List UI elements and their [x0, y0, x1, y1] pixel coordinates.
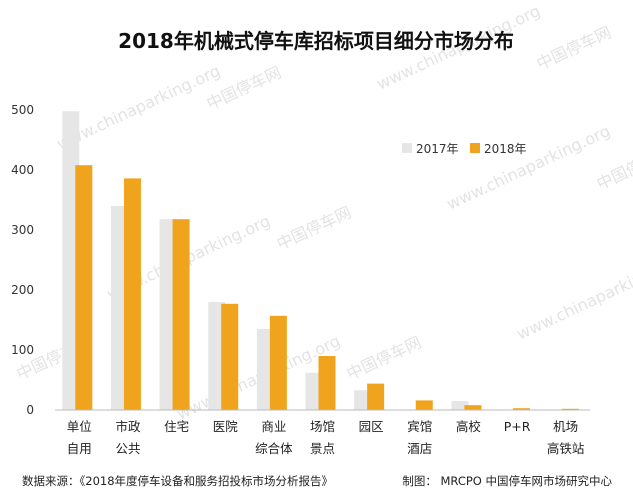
bar-2018 [415, 400, 433, 410]
bar-2017 [208, 302, 226, 410]
bar-2017 [110, 206, 128, 410]
watermark-text: www.chinaparking.org [514, 251, 633, 343]
bar-2017 [159, 219, 177, 410]
legend: 2017年 2018年 [402, 142, 527, 156]
bar-2018 [172, 219, 190, 410]
y-tick-label: 0 [26, 403, 34, 417]
bar-2018 [513, 408, 531, 410]
x-category-label: 住宅 [164, 419, 189, 434]
legend-swatch [470, 143, 480, 153]
x-category-label: 公共 [115, 441, 140, 456]
y-tick-label: 500 [11, 103, 34, 117]
bars [62, 111, 579, 410]
bar-2017 [305, 372, 323, 410]
x-category-label: 高铁站 [547, 441, 585, 456]
x-category-label: 高校 [456, 419, 482, 434]
bar-2017 [62, 111, 80, 410]
bar-2017 [354, 390, 372, 410]
watermark-text: 中国停车网 [274, 203, 355, 254]
bar-2018 [123, 178, 141, 410]
source-note: 数据来源：《2018年度停车设备和服务招投标市场分析报告》 [22, 474, 333, 488]
x-category-label: 宾馆 [407, 419, 432, 434]
legend-label: 2017年 [416, 142, 459, 156]
x-category-label: 单位 [67, 419, 92, 434]
y-tick-label: 300 [11, 223, 34, 237]
bar-2018 [221, 303, 239, 410]
y-tick-label: 100 [11, 343, 34, 357]
x-category-label: 景点 [310, 441, 335, 456]
x-category-label: 市政 [115, 419, 141, 434]
bar-2018 [464, 405, 482, 410]
bar-2018 [318, 356, 336, 410]
watermark-text: 中国停车网 [344, 333, 425, 384]
x-category-label: 医院 [213, 419, 239, 434]
bar-2017 [256, 329, 274, 410]
y-tick-label: 200 [11, 283, 34, 297]
legend-swatch [402, 143, 412, 153]
watermark-text: 中国停车网 [594, 143, 633, 194]
x-category-label: 机场 [553, 419, 578, 434]
bar-2018 [367, 383, 385, 410]
legend-label: 2018年 [484, 142, 527, 156]
x-category-label: 商业 [261, 419, 286, 434]
watermark-text: www.chinaparking.org [444, 121, 613, 213]
x-category-label: 酒店 [407, 441, 432, 456]
bar-2018 [561, 408, 579, 410]
chart-credit: 制图： MRCPO 中国停车网市场研究中心 [402, 474, 612, 488]
x-category-label: 园区 [359, 419, 384, 434]
bar-2018 [269, 315, 287, 410]
x-category-label: 综合体 [255, 441, 293, 456]
bar-2018 [75, 165, 93, 410]
y-axis: 0 100 200 300 400 500 [11, 103, 34, 417]
bar-2017 [451, 401, 469, 410]
chart-title: 2018年机械式停车库招标项目细分市场分布 [118, 29, 514, 53]
y-tick-label: 400 [11, 163, 34, 177]
x-category-label: 场馆 [310, 419, 335, 434]
x-category-label: 自用 [67, 441, 92, 456]
x-category-label: P+R [504, 419, 531, 434]
watermark-text: 中国停车网 [534, 23, 615, 74]
